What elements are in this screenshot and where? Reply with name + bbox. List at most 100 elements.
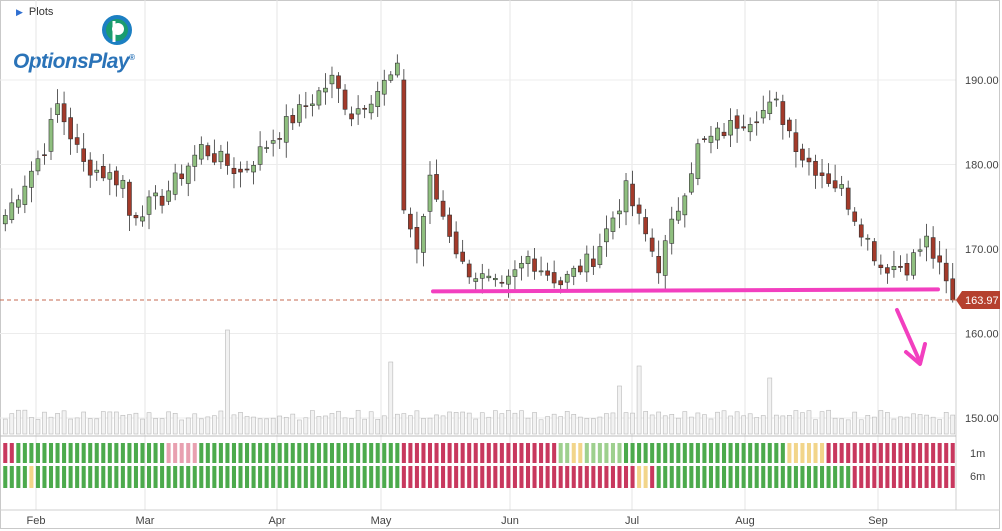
strength-cell <box>800 466 805 488</box>
candle-down <box>362 107 367 110</box>
volume-bar <box>146 412 152 435</box>
volume-bar <box>591 418 596 435</box>
candle-up <box>172 172 178 195</box>
candle-up <box>166 190 171 202</box>
volume-bar <box>87 418 93 435</box>
candle-down <box>649 237 655 252</box>
strength-cell <box>120 443 125 463</box>
strength-cell <box>813 466 818 488</box>
volume-bar <box>198 418 204 435</box>
strength-cell <box>212 466 217 488</box>
volume-bar <box>362 418 367 435</box>
candle-down <box>460 251 465 262</box>
candle-up <box>486 275 492 279</box>
strength-cell <box>898 466 903 488</box>
strength-cell <box>604 466 609 488</box>
strength-cell <box>813 443 818 463</box>
strength-cell <box>81 466 86 488</box>
strength-cell <box>722 466 727 488</box>
strength-cell <box>767 466 772 488</box>
strength-cell <box>146 443 152 463</box>
strength-cell <box>610 443 615 463</box>
strength-cell <box>584 466 589 488</box>
volume-bar <box>819 411 825 435</box>
strength-cell <box>127 466 132 488</box>
volume-bar <box>656 411 662 435</box>
volume-bar <box>519 410 524 435</box>
volume-bar <box>675 417 681 435</box>
volume-bar <box>604 413 609 435</box>
candle-up <box>2 215 8 225</box>
strength-cell <box>408 466 413 488</box>
candle-down <box>179 173 185 180</box>
candle-down <box>499 281 505 284</box>
strength-cell <box>441 443 446 463</box>
strength-cell <box>29 466 34 488</box>
volume-bar <box>100 411 106 435</box>
strength-cell <box>323 443 328 463</box>
volume-bar <box>22 409 28 435</box>
strength-cell <box>316 466 321 488</box>
strength-cell <box>480 466 485 488</box>
strength-cell <box>924 466 929 488</box>
candle-down <box>845 187 851 210</box>
candle-up <box>689 173 694 193</box>
candle-down <box>852 211 858 222</box>
strength-cell <box>748 443 753 463</box>
strength-cell <box>617 443 622 463</box>
candle-up <box>421 216 426 253</box>
volume-bar <box>16 409 21 435</box>
strength-cell <box>264 443 269 463</box>
strength-cell <box>16 443 21 463</box>
candle-down <box>878 264 884 268</box>
volume-bar <box>55 413 60 435</box>
candle-up <box>22 185 28 205</box>
candle-down <box>342 89 348 110</box>
strength-cell <box>218 443 223 463</box>
strength-cell <box>238 443 243 463</box>
annotations: 163.97 <box>0 287 1000 366</box>
strength-cell <box>826 443 831 463</box>
candle-up <box>368 103 374 114</box>
logo-wordmark-text: OptionsPlay <box>13 50 130 73</box>
strength-cell <box>133 466 138 488</box>
volume-bar <box>780 415 786 435</box>
optionsplay-logo <box>102 15 132 45</box>
candlesticks[interactable] <box>2 54 956 303</box>
strength-cell <box>623 443 629 463</box>
strength-cell <box>800 443 805 463</box>
strength-cell <box>473 443 478 463</box>
candle-down <box>277 138 283 140</box>
strength-cell <box>552 466 557 488</box>
volume-bar <box>336 410 341 435</box>
candle-down <box>127 181 132 216</box>
x-tick-label: Jun <box>501 515 519 527</box>
strength-cell <box>545 466 550 488</box>
candle-up <box>506 275 511 285</box>
strength-cell <box>231 466 236 488</box>
strength-cell <box>421 466 426 488</box>
strength-cell <box>891 443 896 463</box>
strength-cell <box>571 443 576 463</box>
volume-bar <box>525 417 531 435</box>
strength-cell <box>650 443 655 463</box>
strength-cell <box>820 443 825 463</box>
strength-cell <box>205 443 210 463</box>
strength-cell <box>539 443 544 463</box>
strength-cell <box>251 443 256 463</box>
strength-cell <box>525 443 531 463</box>
expand-triangle-icon: ▶ <box>16 6 23 17</box>
strength-cell <box>414 466 419 488</box>
volume-bar <box>715 411 720 435</box>
volume-bar <box>94 418 100 435</box>
volume-bar <box>506 410 511 435</box>
strength-cell <box>741 466 746 488</box>
plots-panel-toggle[interactable]: ▶ Plots <box>16 6 53 18</box>
strength-cell <box>173 466 178 488</box>
strength-cell <box>245 443 250 463</box>
volume-bar <box>375 419 381 435</box>
candle-down <box>231 167 237 174</box>
strength-cell <box>682 443 687 463</box>
